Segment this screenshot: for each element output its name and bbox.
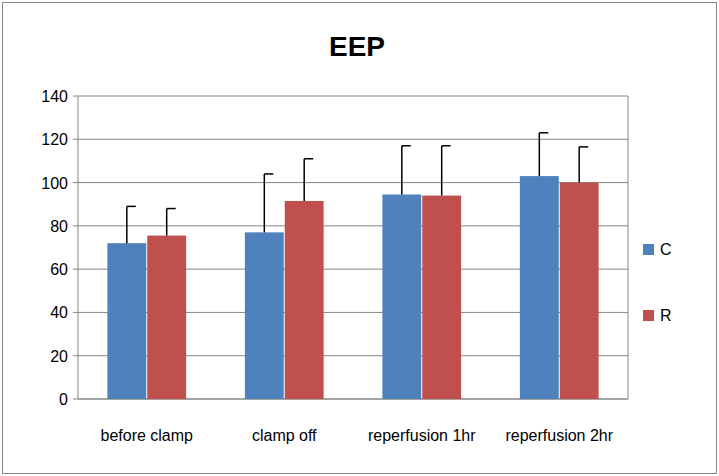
error-bar: [304, 159, 313, 201]
bar: [520, 176, 559, 399]
legend-swatch: [643, 310, 654, 321]
y-tick-label: 100: [41, 175, 68, 192]
y-tick-label: 20: [50, 348, 68, 365]
y-tick: [73, 139, 78, 140]
error-cap: [264, 173, 273, 175]
y-tick-label: 80: [50, 218, 68, 235]
bar: [422, 196, 461, 399]
legend-swatch: [643, 244, 654, 255]
x-tick-label: clamp off: [252, 427, 317, 444]
y-tick-label: 140: [41, 88, 68, 105]
legend-label: R: [660, 307, 672, 324]
bar: [147, 236, 186, 399]
bar: [245, 232, 284, 399]
y-axis: [78, 96, 79, 399]
grid-line: [78, 96, 628, 97]
bar: [382, 194, 421, 399]
error-cap: [442, 145, 451, 147]
chart: 0 20 40 60 80 100 120 140 before clamp clamp off r…: [0, 0, 719, 476]
error-bar: [579, 147, 588, 183]
error-line: [401, 146, 403, 195]
bar: [285, 201, 324, 399]
x-tick-label: before clamp: [101, 427, 194, 444]
legend-label: C: [660, 241, 672, 258]
error-bar: [402, 146, 411, 195]
plot-frame: [628, 96, 629, 399]
y-tick: [73, 399, 78, 400]
error-line: [126, 206, 128, 243]
grid-line: [78, 139, 628, 140]
error-cap: [304, 158, 313, 160]
error-bar: [127, 206, 136, 243]
y-tick-label: 40: [50, 304, 68, 321]
x-tick-label: reperfusion 2hr: [505, 427, 613, 444]
y-tick: [73, 225, 78, 226]
error-bar: [264, 174, 273, 232]
title: EEP: [329, 31, 385, 62]
error-cap: [579, 146, 588, 148]
error-cap: [127, 206, 136, 208]
error-cap: [402, 145, 411, 147]
y-tick: [73, 182, 78, 183]
error-line: [441, 146, 443, 196]
error-cap: [167, 208, 176, 210]
x-tick-label: reperfusion 1hr: [368, 427, 476, 444]
y-tick-label: 60: [50, 261, 68, 278]
error-line: [578, 147, 580, 183]
error-line: [303, 159, 305, 201]
error-bar: [167, 209, 176, 236]
bar: [107, 243, 146, 399]
error-line: [539, 133, 541, 176]
y-tick-label: 120: [41, 131, 68, 148]
bars: [107, 133, 598, 399]
y-tick: [73, 312, 78, 313]
y-tick: [73, 355, 78, 356]
error-bar: [539, 133, 548, 176]
error-cap: [539, 132, 548, 134]
chart-frame: [3, 3, 717, 474]
y-tick-label: 0: [59, 391, 68, 408]
error-line: [264, 174, 266, 232]
y-tick: [73, 269, 78, 270]
bar: [560, 183, 599, 399]
y-tick: [73, 96, 78, 97]
error-bar: [442, 146, 451, 196]
error-line: [166, 209, 168, 236]
